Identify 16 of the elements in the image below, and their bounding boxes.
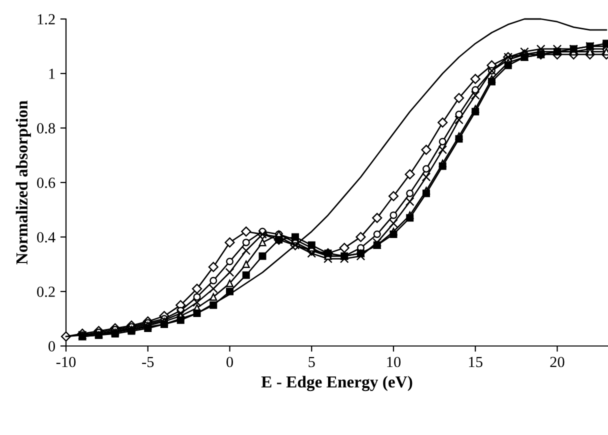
y-tick-label: 1 <box>49 68 55 79</box>
x-tick-label: 5 <box>308 357 315 368</box>
x-tick-label: -5 <box>142 357 154 368</box>
x-tick-label: 15 <box>469 356 482 368</box>
y-tick-label: 0.6 <box>37 178 56 188</box>
x-tick-label: 0 <box>226 356 233 368</box>
x-tick-label: 10 <box>387 356 401 368</box>
y-tick-label: 0.4 <box>37 232 56 243</box>
x-tick-label: -10 <box>56 356 76 368</box>
y-tick-label: 1.2 <box>38 14 55 25</box>
x-tick-label: 20 <box>550 356 564 368</box>
y-tick-label: 0.8 <box>37 123 55 134</box>
y-axis-title: Normalized absorption <box>16 100 31 264</box>
x-axis-title: E - Edge Energy (eV) <box>261 376 412 392</box>
y-tick-label: 0.2 <box>37 286 55 298</box>
y-tick-label: 0 <box>48 341 55 352</box>
